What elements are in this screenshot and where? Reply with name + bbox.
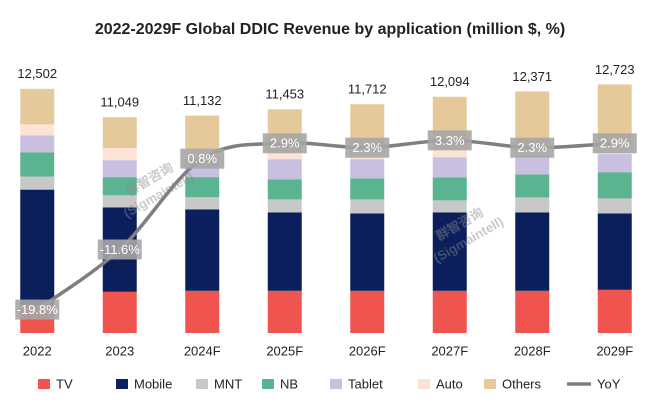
bar-segment (515, 174, 550, 198)
bar-segment (102, 117, 137, 149)
bar-segment (597, 198, 632, 214)
x-tick-label: 2028F (514, 343, 551, 358)
total-label: 11,453 (265, 87, 304, 102)
yoy-label-box (262, 133, 307, 154)
yoy-label: 2.9% (270, 136, 300, 151)
bar-segment (20, 176, 55, 190)
bar-segment (185, 197, 220, 210)
yoy-label-box (427, 130, 472, 151)
yoy-label-box (345, 137, 390, 158)
x-tick-label: 2023 (105, 343, 134, 358)
yoy-label: -11.6% (100, 242, 141, 257)
bar-segment (267, 290, 302, 333)
bar-segment (102, 148, 137, 161)
bar-segment (20, 152, 55, 177)
bar-segment (515, 290, 550, 333)
bar-segment (185, 177, 220, 198)
legend-swatch (484, 379, 496, 389)
bar-segment (102, 195, 137, 208)
legend-label: NB (280, 376, 298, 391)
bar-segment (350, 199, 385, 214)
x-tick-label: 2029F (596, 343, 633, 358)
legend-swatch (418, 379, 430, 389)
total-label: 11,132 (183, 93, 222, 108)
legend-label: TV (56, 376, 73, 391)
bar-segment (102, 160, 137, 178)
chart-title: 2022-2029F Global DDIC Revenue by applic… (95, 21, 565, 38)
bar-segment (432, 157, 467, 178)
total-label: 12,502 (17, 66, 57, 81)
bar-segment (350, 159, 385, 179)
bar-segment (515, 212, 550, 291)
x-tick-label: 2024F (184, 343, 221, 358)
bar-segment (432, 290, 467, 333)
legend-swatch (330, 379, 342, 389)
yoy-label: 0.8% (187, 151, 217, 166)
x-tick-label: 2022 (23, 343, 52, 358)
bar-segment (432, 177, 467, 201)
bar-segment (515, 155, 550, 175)
total-label: 12,094 (430, 74, 470, 89)
bar-segment (102, 177, 137, 196)
yoy-label: 2.9% (600, 136, 630, 151)
legend-label: Others (502, 376, 542, 391)
bar-segment (102, 291, 137, 333)
x-tick-label: 2027F (431, 343, 468, 358)
bar-segment (185, 209, 220, 291)
bar-segment (267, 212, 302, 291)
total-label: 11,049 (100, 95, 139, 110)
bar-segment (267, 179, 302, 200)
bar-segment (515, 197, 550, 213)
bar-segment (20, 124, 55, 136)
legend-swatch (196, 379, 208, 389)
bar-segment (597, 154, 632, 173)
bar-segment (267, 159, 302, 180)
yoy-label: -19.8% (17, 302, 59, 317)
x-tick-label: 2026F (349, 343, 386, 358)
bar-segment (185, 115, 220, 149)
legend-swatch (38, 379, 50, 389)
bar-segment (20, 135, 55, 153)
total-label: 11,712 (348, 82, 387, 97)
yoy-label: 2.3% (517, 140, 547, 155)
bar-segment (597, 289, 632, 333)
legend-swatch (262, 379, 274, 389)
bar-segment (20, 88, 55, 125)
legend-swatch (116, 379, 128, 389)
total-label: 12,371 (512, 69, 552, 84)
yoy-label-box (592, 133, 637, 154)
bar-segment (185, 290, 220, 333)
bar-segment (597, 172, 632, 199)
bar-segment (432, 212, 467, 291)
yoy-label: 2.3% (352, 140, 382, 155)
legend-label: Tablet (348, 376, 383, 391)
total-label: 12,723 (595, 62, 635, 77)
x-tick-label: 2025F (266, 343, 303, 358)
bar-segment (350, 213, 385, 291)
legend-label: YoY (597, 376, 621, 391)
bar-segment (432, 200, 467, 213)
bar-segment (267, 199, 302, 213)
yoy-label-box (15, 299, 60, 320)
bar-segment (597, 213, 632, 290)
legend-label: Auto (436, 376, 463, 391)
yoy-label-box (180, 148, 225, 169)
yoy-label-box (97, 239, 142, 260)
yoy-label: 3.3% (435, 133, 465, 148)
yoy-label-box (510, 137, 555, 158)
bar-segment (267, 151, 302, 160)
bar-segment (350, 290, 385, 333)
bar-segment (20, 189, 55, 305)
legend-label: MNT (214, 376, 242, 391)
bar-segment (515, 91, 550, 146)
bar-segment (432, 149, 467, 158)
bar-segment (350, 178, 385, 200)
legend-label: Mobile (134, 376, 172, 391)
